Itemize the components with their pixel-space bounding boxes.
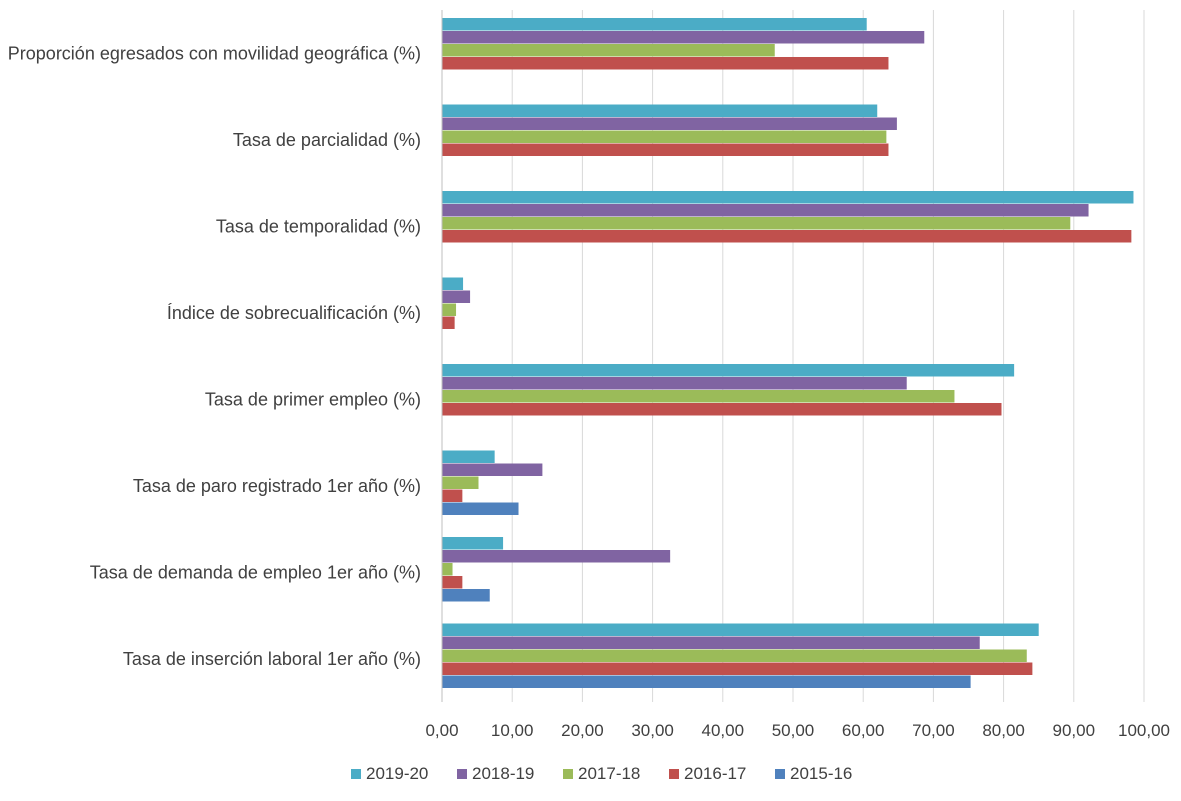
category-label: Tasa de demanda de empleo 1er año (%) xyxy=(90,562,421,582)
bar-2019-20 xyxy=(442,104,878,117)
bar-2015-16 xyxy=(442,675,971,688)
legend-label: 2017-18 xyxy=(578,764,640,783)
x-tick-label: 30,00 xyxy=(631,721,674,740)
legend-label: 2018-19 xyxy=(472,764,534,783)
bar-2017-18 xyxy=(442,476,479,489)
bar-2019-20 xyxy=(442,364,1015,377)
bar-2016-17 xyxy=(442,489,463,502)
bar-2016-17 xyxy=(442,403,1002,416)
bar-2018-19 xyxy=(442,377,907,390)
x-tick-label: 70,00 xyxy=(912,721,955,740)
legend-swatch xyxy=(775,769,785,779)
legend-swatch xyxy=(563,769,573,779)
category-label: Tasa de temporalidad (%) xyxy=(216,216,421,236)
category-labels: Proporción egresados con movilidad geogr… xyxy=(8,43,421,669)
bar-2018-19 xyxy=(442,636,980,649)
bar-2016-17 xyxy=(442,316,455,329)
bars xyxy=(442,18,1134,688)
x-tick-label: 0,00 xyxy=(425,721,458,740)
x-tick-label: 80,00 xyxy=(982,721,1025,740)
bar-2019-20 xyxy=(442,623,1039,636)
category-label: Proporción egresados con movilidad geogr… xyxy=(8,43,421,63)
legend-swatch xyxy=(457,769,467,779)
bar-2016-17 xyxy=(442,143,889,156)
bar-2017-18 xyxy=(442,303,457,316)
x-tick-label: 20,00 xyxy=(561,721,604,740)
x-tick-labels: 0,00 10,00 20,00 30,00 40,00 50,00 60,00 70,00 8… xyxy=(425,721,1170,740)
legend-swatch xyxy=(669,769,679,779)
category-label: Índice de sobrecualificación (%) xyxy=(167,303,421,323)
bar-2017-18 xyxy=(442,44,775,57)
bar-2018-19 xyxy=(442,204,1089,217)
legend: 2019-20 2018-19 2017-18 2016-17 2015-16 xyxy=(351,764,852,783)
category-label: Tasa de paro registrado 1er año (%) xyxy=(133,476,421,496)
bar-2018-19 xyxy=(442,550,671,563)
bar-2017-18 xyxy=(442,563,453,576)
bar-2016-17 xyxy=(442,576,463,589)
bar-2019-20 xyxy=(442,537,504,550)
x-tick-label: 100,00 xyxy=(1118,721,1170,740)
bar-2019-20 xyxy=(442,277,464,290)
legend-label: 2019-20 xyxy=(366,764,428,783)
bar-2017-18 xyxy=(442,130,887,143)
bar-2016-17 xyxy=(442,57,889,70)
bar-2018-19 xyxy=(442,463,543,476)
category-label: Tasa de inserción laboral 1er año (%) xyxy=(123,649,421,669)
legend-swatch xyxy=(351,769,361,779)
bar-2015-16 xyxy=(442,589,490,602)
x-tick-label: 90,00 xyxy=(1053,721,1096,740)
x-tick-label: 40,00 xyxy=(702,721,745,740)
category-label: Tasa de parcialidad (%) xyxy=(233,130,421,150)
bar-2017-18 xyxy=(442,649,1027,662)
bar-2018-19 xyxy=(442,117,897,130)
bar-2018-19 xyxy=(442,31,925,44)
bar-2019-20 xyxy=(442,450,495,463)
x-tick-label: 60,00 xyxy=(842,721,885,740)
bar-2017-18 xyxy=(442,217,1071,230)
bar-2015-16 xyxy=(442,502,519,515)
category-label: Tasa de primer empleo (%) xyxy=(205,389,421,409)
legend-label: 2015-16 xyxy=(790,764,852,783)
x-tick-label: 50,00 xyxy=(772,721,815,740)
bar-2019-20 xyxy=(442,18,867,31)
x-tick-label: 10,00 xyxy=(491,721,534,740)
bar-2019-20 xyxy=(442,191,1134,204)
bar-2016-17 xyxy=(442,230,1132,243)
bar-2016-17 xyxy=(442,662,1033,675)
bar-2018-19 xyxy=(442,290,471,303)
bar-2017-18 xyxy=(442,390,955,403)
legend-label: 2016-17 xyxy=(684,764,746,783)
